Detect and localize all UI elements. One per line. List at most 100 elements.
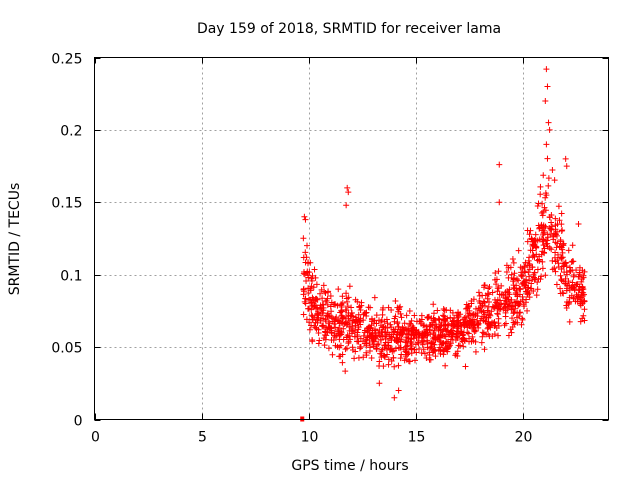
data-point — [303, 316, 310, 323]
x-tick-label: 5 — [198, 430, 207, 446]
data-point — [418, 349, 425, 356]
data-point — [420, 322, 427, 329]
data-point — [413, 318, 420, 325]
data-point — [395, 362, 402, 369]
data-point — [319, 295, 326, 302]
data-point — [575, 294, 582, 301]
data-point — [332, 324, 339, 331]
data-point — [302, 216, 309, 223]
data-point — [366, 323, 373, 330]
data-point — [348, 304, 355, 311]
x-tick-label: 10 — [301, 430, 319, 446]
data-point — [373, 312, 380, 319]
data-point — [408, 317, 415, 324]
data-point — [442, 321, 449, 328]
data-point — [577, 296, 584, 303]
data-point — [461, 320, 468, 327]
data-point — [326, 325, 333, 332]
data-point — [339, 299, 346, 306]
data-point — [365, 304, 372, 311]
data-point — [312, 274, 319, 281]
chart-title: Day 159 of 2018, SRMTID for receiver lam… — [197, 21, 501, 37]
data-point — [507, 326, 514, 333]
data-point — [510, 259, 517, 266]
data-point — [560, 290, 567, 297]
data-point — [563, 287, 570, 294]
data-point — [495, 332, 502, 339]
data-point — [408, 345, 415, 352]
data-point — [400, 327, 407, 334]
data-point — [518, 321, 525, 328]
data-point — [548, 219, 555, 226]
data-point — [309, 277, 316, 284]
data-point — [459, 331, 466, 338]
y-axis-label: SRMTID / TECUs — [7, 183, 23, 296]
data-point — [480, 309, 487, 316]
data-point — [397, 310, 404, 317]
data-point — [392, 298, 399, 305]
data-point — [484, 307, 491, 314]
data-point — [380, 363, 387, 370]
data-point — [344, 303, 351, 310]
x-tick-label: 15 — [408, 430, 426, 446]
data-point — [551, 177, 558, 184]
data-point — [397, 303, 404, 310]
data-point — [304, 305, 311, 312]
data-point — [322, 336, 329, 343]
data-point — [405, 358, 412, 365]
data-point — [539, 258, 546, 265]
data-point — [314, 319, 321, 326]
data-point — [344, 184, 351, 191]
data-point — [576, 264, 583, 271]
data-point — [560, 242, 567, 249]
data-point — [456, 342, 463, 349]
data-point — [363, 342, 370, 349]
data-point — [476, 297, 483, 304]
data-point — [441, 313, 448, 320]
data-point — [486, 298, 493, 305]
data-point — [495, 268, 502, 275]
data-point — [437, 323, 444, 330]
data-point — [520, 279, 527, 286]
data-point — [388, 329, 395, 336]
data-point — [493, 281, 500, 288]
data-point — [546, 126, 553, 133]
data-point — [451, 322, 458, 329]
data-point — [518, 272, 525, 279]
data-point — [331, 321, 338, 328]
data-point — [329, 351, 336, 358]
data-point — [352, 319, 359, 326]
data-point — [508, 329, 515, 336]
data-point — [466, 335, 473, 342]
data-point — [527, 227, 534, 234]
data-point — [536, 256, 542, 263]
data-point — [405, 350, 412, 357]
data-point — [464, 305, 471, 312]
x-axis-label: GPS time / hours — [291, 458, 408, 474]
data-point — [426, 356, 433, 363]
data-point — [424, 340, 431, 347]
data-point — [309, 337, 316, 344]
data-point — [375, 340, 382, 347]
data-point — [521, 263, 528, 270]
data-point — [345, 189, 352, 196]
data-point — [513, 285, 520, 292]
data-point — [320, 310, 327, 317]
data-point — [452, 337, 459, 344]
data-point — [438, 341, 445, 348]
data-point — [320, 282, 327, 289]
data-point — [544, 243, 551, 250]
data-point — [441, 332, 448, 339]
data-point — [332, 342, 339, 349]
data-point — [308, 306, 315, 313]
data-point — [498, 291, 505, 298]
data-point — [503, 262, 510, 269]
data-point — [526, 260, 533, 267]
data-point — [558, 228, 565, 235]
data-point — [424, 314, 431, 321]
data-point — [345, 294, 352, 301]
data-point — [367, 344, 374, 351]
data-point — [416, 345, 423, 352]
data-point — [512, 319, 519, 326]
